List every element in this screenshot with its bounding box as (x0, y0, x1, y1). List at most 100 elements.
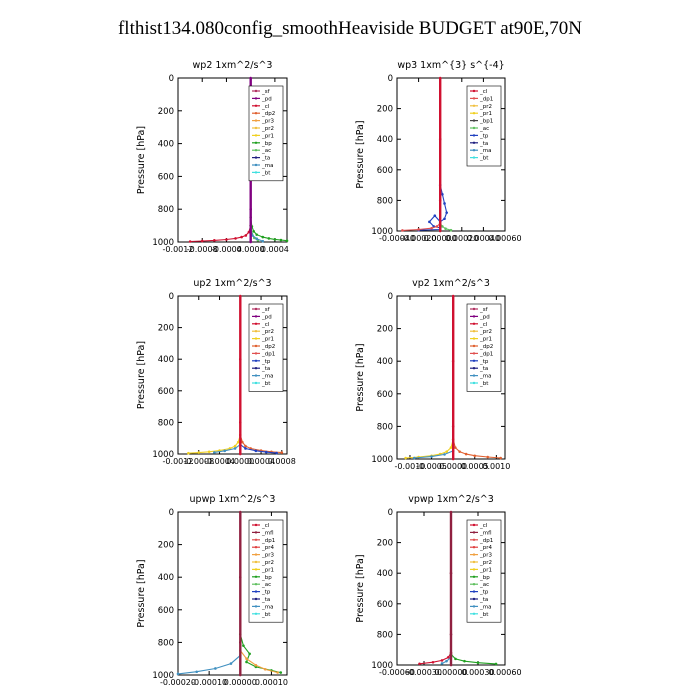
y-tick-label: 0 (169, 508, 174, 518)
y-tick-label: 600 (377, 600, 393, 610)
legend-entry: _pr1 (261, 567, 274, 573)
legend-entry: _pr4 (479, 545, 493, 551)
y-tick-label: 400 (377, 135, 393, 145)
x-tick-label: -0.00040 (379, 234, 415, 243)
y-tick-label: 800 (158, 205, 174, 215)
data-point (279, 671, 283, 674)
x-tick-label: -0.0010 (395, 462, 426, 471)
legend-marker (254, 171, 258, 174)
legend-entry: _pr2 (479, 329, 492, 335)
legend-entry: _ta (261, 156, 270, 162)
y-axis-label: Pressure [hPa] (136, 126, 147, 194)
series-line (190, 225, 252, 243)
legend-entry: _pr1 (261, 337, 274, 343)
legend-entry: _pr2 (479, 104, 492, 110)
data-point (207, 450, 211, 454)
data-point (445, 450, 448, 453)
data-point (255, 233, 259, 236)
data-point (187, 451, 190, 455)
x-tick-label: 0.0000 (226, 457, 254, 466)
data-point (214, 667, 217, 670)
legend-marker (254, 597, 258, 601)
data-point (473, 454, 477, 458)
legend-entry: _ac (261, 582, 271, 588)
legend-entry: _ma (261, 604, 273, 610)
data-point (275, 451, 278, 455)
data-point (213, 451, 216, 454)
data-point (445, 211, 448, 214)
x-tick-label: -0.00020 (160, 678, 196, 687)
data-point (440, 659, 444, 662)
legend-entry: _cl (261, 523, 270, 529)
legend-entry: _dp1 (479, 538, 493, 544)
chart-panel-5: upwp 1xm^2/s^3 Pressure [hPa] 0 200 400 600 80… (136, 494, 288, 687)
legend-marker (254, 583, 258, 586)
data-point (412, 456, 416, 460)
y-axis-label: Pressure [hPa] (136, 341, 147, 409)
legend-entry: _pr1 (479, 337, 492, 343)
data-point (188, 240, 192, 243)
legend-marker (472, 546, 476, 549)
data-point (249, 76, 252, 80)
legend-entry: _ma (479, 604, 491, 610)
legend-marker (472, 560, 476, 564)
legend-marker (472, 141, 476, 144)
data-point (443, 217, 446, 221)
legend-entry: _tp (261, 359, 271, 365)
y-tick-label: 600 (158, 606, 174, 616)
y-tick-label: 200 (377, 105, 393, 115)
data-point (431, 660, 435, 664)
legend-marker (254, 612, 258, 615)
legend-entry: _pr2 (261, 560, 274, 566)
legend-entry: _pr3 (479, 553, 493, 559)
data-point (273, 238, 277, 241)
legend-marker (254, 553, 258, 556)
data-point (451, 457, 455, 461)
legend-marker (254, 89, 258, 93)
legend-entry: _ac (479, 126, 489, 132)
legend-marker (254, 605, 258, 608)
x-tick-label: 0.0008 (268, 457, 296, 466)
series-line (414, 450, 454, 459)
data-point (417, 228, 420, 231)
plot-frame (396, 295, 506, 460)
data-point (418, 662, 421, 666)
data-point (401, 229, 404, 232)
data-point (223, 449, 227, 453)
x-tick-label: -0.00060 (379, 668, 415, 677)
data-point (441, 192, 444, 196)
legend-entry: _pr1 (479, 111, 492, 117)
legend-marker (472, 575, 476, 578)
data-point (254, 449, 258, 453)
x-tick-label: 0.0000 (237, 245, 265, 254)
legend-marker (254, 112, 258, 115)
data-point (435, 225, 439, 228)
legend-marker (472, 315, 476, 318)
x-tick-label: 0.0010 (482, 462, 510, 471)
data-point (279, 238, 283, 242)
x-tick-label: 0.0004 (261, 245, 289, 254)
y-tick-label: 400 (377, 357, 393, 367)
legend-marker (254, 523, 258, 527)
legend-entry: _ta (479, 141, 488, 147)
data-point (430, 455, 433, 458)
data-point (438, 76, 442, 80)
data-point (263, 667, 267, 671)
legend-marker (254, 367, 258, 370)
legend-marker (254, 568, 258, 571)
legend-entry: _bp1 (479, 119, 493, 125)
legend-marker (254, 141, 258, 144)
legend-entry: _ta (479, 366, 488, 372)
y-tick-label: 0 (388, 292, 393, 302)
plot-frame (177, 511, 288, 676)
data-point (200, 239, 204, 243)
legend-entry: _bp (479, 575, 490, 581)
chart-title: upwp 1xm^2/s^3 (190, 494, 276, 505)
legend-entry: _ma (479, 148, 491, 154)
legend-entry: _bt (479, 612, 489, 618)
data-point (280, 451, 284, 454)
legend-marker (472, 381, 476, 385)
legend-marker (254, 546, 258, 549)
y-tick-label: 200 (158, 107, 174, 117)
